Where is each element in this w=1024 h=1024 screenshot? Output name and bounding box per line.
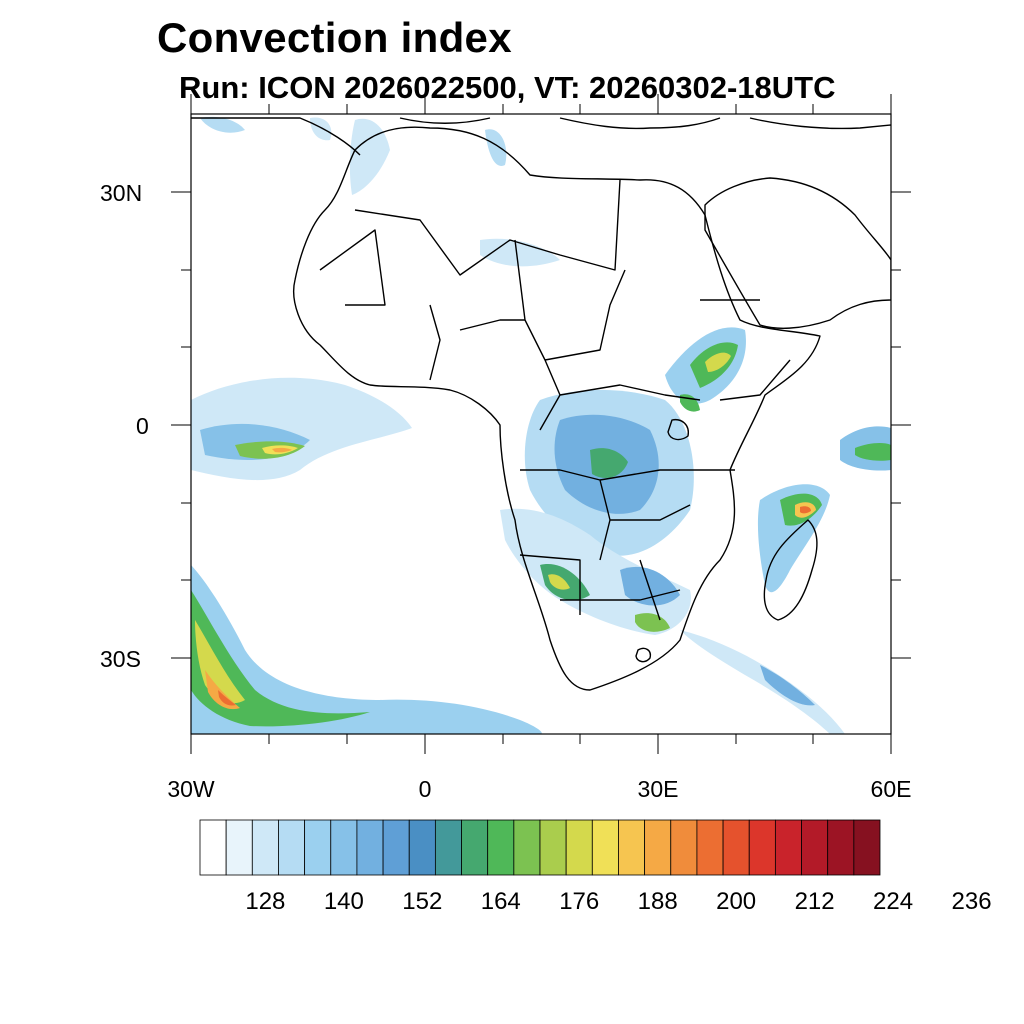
- colorbar-swatch: [408, 819, 436, 876]
- colorbar-label: 152: [402, 888, 443, 915]
- lon-label-30e: 30E: [637, 776, 679, 802]
- colorbar-swatch: [853, 819, 881, 876]
- colorbar-swatch: [748, 819, 776, 876]
- colorbar-swatch: [827, 819, 855, 876]
- convection-se-band: [680, 630, 845, 734]
- colorbar-swatch: [618, 819, 646, 876]
- africa-coastline: [293, 126, 821, 691]
- colorbar-swatch: [434, 819, 462, 876]
- colorbar-swatch: [513, 819, 541, 876]
- colorbar-label: 200: [716, 888, 757, 915]
- lat-label-30n: 30N: [100, 180, 143, 206]
- colorbar-label: 188: [637, 888, 678, 915]
- country-borders: [319, 179, 791, 621]
- lesotho: [635, 647, 652, 663]
- colorbar-swatch: [565, 819, 593, 876]
- colorbar-swatch: [487, 819, 515, 876]
- colorbar-swatch: [199, 819, 227, 876]
- convection-north-streaks: [349, 118, 390, 195]
- colorbar-label: 164: [480, 888, 521, 915]
- lon-label-60e: 60E: [870, 776, 912, 802]
- colorbar-swatch: [722, 819, 750, 876]
- coastlines-borders: [191, 117, 891, 691]
- map-title: Convection index: [157, 14, 512, 61]
- colorbar-label: 212: [794, 888, 835, 915]
- colorbar-swatch: [382, 819, 410, 876]
- convection-field: [191, 116, 891, 734]
- colorbar-swatch: [801, 819, 829, 876]
- colorbar-swatch: [774, 819, 802, 876]
- colorbar: [199, 819, 881, 876]
- map-subtitle: Run: ICON 2026022500, VT: 20260302-18UTC: [179, 70, 836, 105]
- map-frame: [190, 113, 892, 735]
- colorbar-swatch: [304, 819, 332, 876]
- europe-coastline: [191, 117, 891, 156]
- colorbar-swatch: [644, 819, 672, 876]
- colorbar-swatch: [251, 819, 279, 876]
- lon-label-30w: 30W: [167, 776, 215, 802]
- colorbar-label: 224: [873, 888, 914, 915]
- colorbar-swatch: [591, 819, 619, 876]
- lat-label-30s: 30S: [100, 646, 141, 672]
- lat-label-0: 0: [136, 413, 149, 439]
- convection-sw-atlantic-front: [191, 565, 542, 734]
- colorbar-swatch: [670, 819, 698, 876]
- colorbar-swatch: [696, 819, 724, 876]
- colorbar-label: 236: [951, 888, 992, 915]
- axis-ticks: [171, 94, 911, 754]
- colorbar-swatch: [225, 819, 253, 876]
- lake-victoria: [667, 418, 689, 441]
- colorbar-swatch: [539, 819, 567, 876]
- madagascar-coastline: [763, 519, 818, 621]
- colorbar-label: 140: [323, 888, 364, 915]
- colorbar-swatch: [330, 819, 358, 876]
- colorbar-swatch: [356, 819, 384, 876]
- colorbar-swatch: [278, 819, 306, 876]
- colorbar-label: 176: [559, 888, 600, 915]
- lon-label-0: 0: [418, 776, 432, 802]
- colorbar-swatch: [461, 819, 489, 876]
- colorbar-label: 128: [245, 888, 286, 915]
